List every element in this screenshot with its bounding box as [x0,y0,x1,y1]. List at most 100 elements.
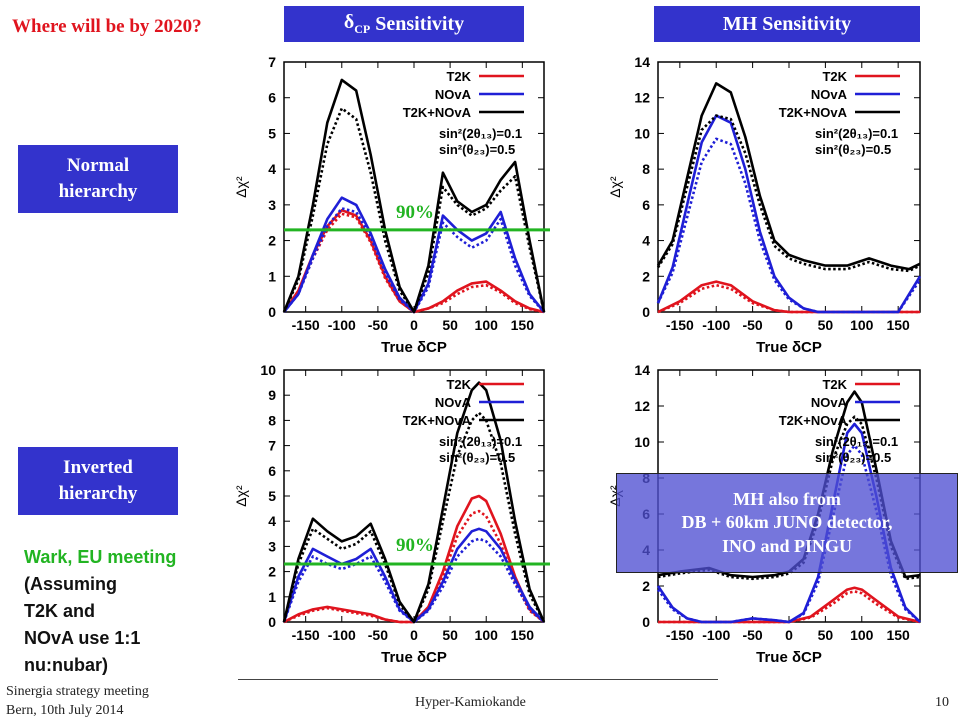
y-tick-label: 6 [642,197,650,213]
chart-cp-normal: 0 1 2 3 4 5 6 7 -150 -100 -50 0 50 100 150 True δCP Δχ² T… [233,54,550,356]
plot-frame [657,61,921,313]
legend-param: sin²(2θ₁₃)=0.1 [439,434,522,449]
label-inverted-hierarchy: Inverted hierarchy [18,447,178,515]
x-tick-label: -150 [292,627,320,643]
legend-label: T2K+NOvA [779,105,848,120]
y-tick-label: 6 [268,463,276,479]
header-cp-label: Sensitivity [375,12,465,35]
legend-label: T2K [822,69,847,84]
note-line-1: (Assuming [24,574,118,594]
series-line-nova [656,114,922,314]
delta-cp-symbol: δCP [343,11,371,36]
note-line-4: nu:nubar) [24,655,108,675]
legend-label: NOvA [811,87,848,102]
series-line-t2k-nova-dotted [656,114,921,273]
x-axis-label: True δCP [381,649,447,666]
legend-param: sin²(θ₂₃)=0.5 [439,142,515,157]
pct-label-inverted: 90% [396,535,434,556]
legend-param: sin²(θ₂₃)=0.5 [439,450,515,465]
legend-label: T2K+NOvA [403,105,472,120]
x-axis-label: True δCP [756,649,822,666]
y-tick-label: 5 [268,125,276,141]
series-line-t2k-dotted [658,590,921,624]
overlay-line-1: MH also from [733,488,841,509]
note-line-2: T2K and [24,601,96,621]
y-tick-label: 10 [634,125,650,141]
chart-mh-normal: 0 2 4 6 8 10 12 14 -150 -100 -50 0 50 100 150 True δCP Δ… [607,54,922,356]
overlay-line-2: DB + 60km JUNO detector, [681,512,893,533]
y-tick-label: 2 [642,578,650,594]
footer-title: Hyper-Kamiokande [415,695,526,710]
legend-label: NOvA [811,395,848,410]
source-note: Wark, EU meeting (Assuming T2K and NOvA … [24,544,234,679]
footer-page-number: 10 [935,695,949,710]
x-tick-label: -150 [292,317,320,333]
y-tick-label: 8 [642,161,650,177]
x-tick-label: -100 [702,317,730,333]
plot-frame [283,61,545,313]
series-line-t2k-dotted [283,509,545,624]
y-tick-label: 1 [268,268,276,284]
y-tick-label: 3 [268,197,276,213]
y-tick-label: 0 [642,614,650,630]
label-inverted-line1: Inverted [63,457,133,479]
x-tick-label: -150 [666,627,694,643]
x-tick-label: 50 [442,317,458,333]
overlay-line-3: INO and PINGU [721,535,853,556]
y-tick-label: 7 [268,54,276,70]
y-tick-label: 2 [268,233,276,249]
y-tick-label: 10 [260,362,276,378]
series-line-t2k-nova-dotted [282,411,546,624]
legend-label: T2K+NOvA [403,413,472,428]
y-tick-label: 0 [268,614,276,630]
y-tick-label: 5 [268,488,276,504]
y-axis-label: Δχ² [607,176,623,198]
legend-param: sin²(θ₂₃)=0.5 [815,142,891,157]
x-tick-label: -150 [666,317,694,333]
series-line-nova-dotted [656,444,921,624]
x-tick-label: 0 [410,317,418,333]
legend-param: sin²(2θ₁₃)=0.1 [815,434,898,449]
header-cp-sensitivity: δCP Sensitivity [284,6,524,42]
footer-meeting: Sinergia strategy meeting [6,684,149,699]
x-tick-label: -50 [368,627,388,643]
label-normal-line1: Normal [66,155,130,177]
label-inverted-line2: hierarchy [58,483,138,504]
x-tick-label: 100 [850,627,874,643]
y-tick-label: 8 [268,412,276,428]
x-tick-label: 0 [785,317,793,333]
series-line-nova [282,527,545,624]
series-line-t2k-nova-dotted [282,107,546,314]
y-tick-label: 6 [268,90,276,106]
x-tick-label: -100 [328,627,356,643]
note-source: Wark, EU meeting [24,547,177,567]
x-tick-label: -50 [742,317,762,333]
legend-label: NOvA [435,87,472,102]
header-mh-sensitivity: MH Sensitivity [654,6,920,42]
x-tick-label: 100 [475,317,499,333]
plot-frame [283,369,545,623]
x-tick-label: -50 [742,627,762,643]
y-tick-label: 7 [268,438,276,454]
chart-cp-inverted: 0 1 2 3 4 5 6 7 8 9 10 -150 -100 -50 0 50 100 150 True δCP… [233,362,550,666]
legend-label: T2K [446,69,471,84]
y-tick-label: 0 [642,304,650,320]
pct-label-normal: 90% [396,202,434,223]
y-tick-label: 3 [268,538,276,554]
x-axis-label: True δCP [381,339,447,356]
x-tick-label: 150 [511,627,535,643]
footer-divider [238,679,718,680]
y-tick-label: 2 [642,268,650,284]
label-normal-hierarchy: Normal hierarchy [18,145,178,213]
x-tick-label: -100 [328,317,356,333]
y-tick-label: 2 [268,564,276,580]
y-tick-label: 14 [634,54,650,70]
x-tick-label: 150 [886,317,910,333]
legend-label: NOvA [435,395,472,410]
x-tick-label: 0 [410,627,418,643]
y-axis-label: Δχ² [233,485,249,507]
x-axis-label: True δCP [756,339,822,356]
series-line-t2k-nova [656,82,921,271]
y-tick-label: 12 [634,90,650,106]
y-axis-label: Δχ² [233,176,249,198]
